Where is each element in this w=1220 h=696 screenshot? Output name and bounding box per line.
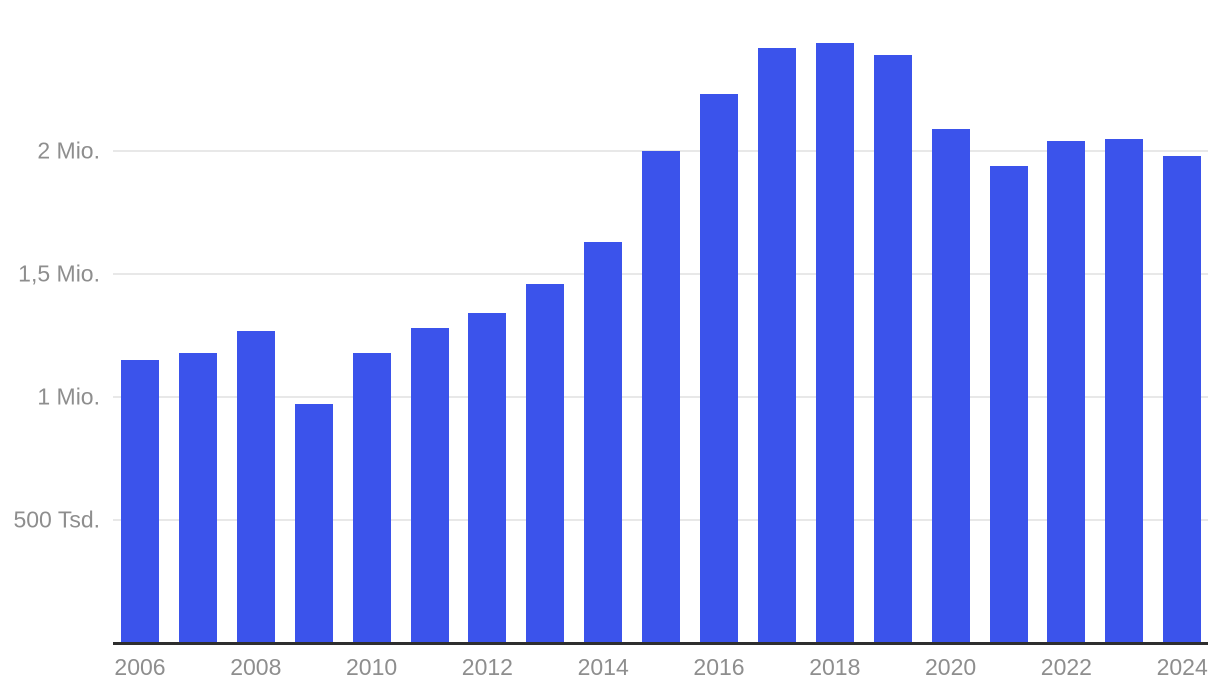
bar-2012[interactable] (468, 313, 507, 643)
x-tick-label-2018: 2018 (809, 654, 861, 680)
bar-2017[interactable] (757, 47, 796, 643)
bar-2010[interactable] (352, 352, 391, 643)
x-tick-label-2014: 2014 (577, 654, 629, 680)
bar-2008[interactable] (236, 330, 275, 643)
bar-2020[interactable] (931, 128, 970, 643)
x-tick-label-2012: 2012 (461, 654, 513, 680)
bar-2007[interactable] (178, 352, 217, 643)
bar-2021[interactable] (989, 165, 1028, 643)
bar-2019[interactable] (873, 55, 912, 643)
bar-2015[interactable] (642, 151, 681, 643)
x-tick-label-2006: 2006 (114, 654, 166, 680)
y-tick-label: 1 Mio. (37, 383, 100, 410)
x-tick-label-2016: 2016 (693, 654, 745, 680)
bar-2024[interactable] (1163, 155, 1202, 643)
x-tick-label-2022: 2022 (1040, 654, 1092, 680)
x-tick-label-2024: 2024 (1156, 654, 1208, 680)
bar-2022[interactable] (1047, 141, 1086, 643)
bar-2011[interactable] (410, 328, 449, 643)
x-axis-line (113, 642, 1208, 645)
bar-2018[interactable] (815, 42, 854, 643)
y-tick-label: 1,5 Mio. (18, 260, 100, 287)
bar-2016[interactable] (700, 94, 738, 643)
y-tick-label: 2 Mio. (37, 137, 100, 164)
x-tick-label-2020: 2020 (925, 654, 977, 680)
bar-2013[interactable] (526, 283, 565, 643)
bar-2014[interactable] (584, 242, 623, 643)
bar-2006[interactable] (121, 360, 159, 643)
bar-2009[interactable] (294, 404, 333, 643)
x-tick-label-2008: 2008 (230, 654, 282, 680)
x-tick-label-2010: 2010 (346, 654, 398, 680)
bar-2023[interactable] (1105, 138, 1144, 643)
y-tick-label: 500 Tsd. (13, 506, 100, 533)
